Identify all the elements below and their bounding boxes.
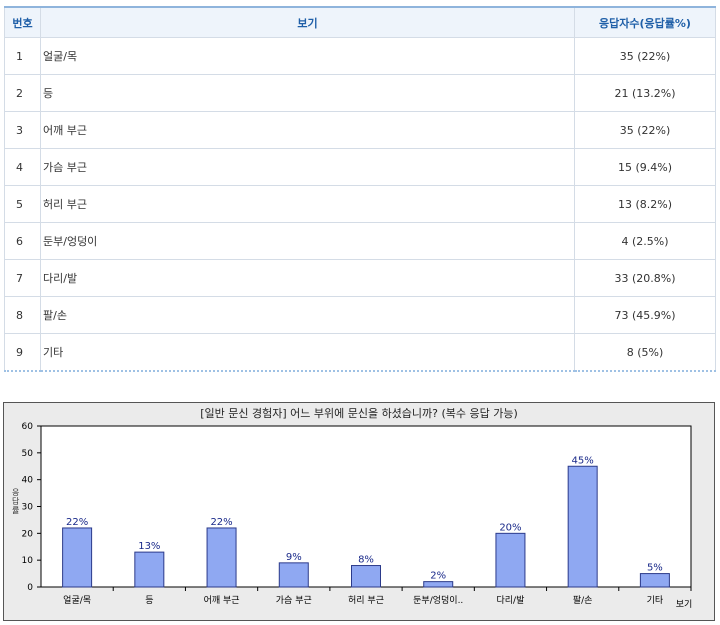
- x-tick-label: 둔부/엉덩이..: [413, 594, 463, 606]
- bar: [351, 565, 381, 588]
- data-label: 13%: [138, 541, 160, 552]
- x-tick-label: 다리/발: [497, 595, 525, 606]
- table-row: 3 어깨 부근 35 (22%): [4, 111, 716, 149]
- bar: [423, 581, 454, 588]
- table-row: 8 팔/손 73 (45.9%): [4, 296, 716, 334]
- x-tick-label: 어깨 부근: [204, 594, 240, 606]
- row-count: 15 (9.4%): [574, 148, 716, 186]
- row-count: 35 (22%): [574, 111, 716, 149]
- row-no: 3: [4, 111, 41, 149]
- row-label: 얼굴/목: [40, 37, 575, 75]
- row-no: 9: [4, 333, 41, 372]
- chart-title: [일반 문신 경험자] 어느 부위에 문신을 하셨습니까? (복수 응답 가능): [200, 406, 518, 420]
- bar: [62, 527, 93, 588]
- data-label: 8%: [358, 555, 374, 566]
- data-label: 2%: [430, 571, 446, 582]
- row-count: 35 (22%): [574, 37, 716, 75]
- header-responses: 응답자수(응답률%): [574, 6, 716, 38]
- x-tick-label: 팔/손: [573, 594, 593, 606]
- y-tick-label: 0: [27, 583, 33, 593]
- data-label: 5%: [647, 563, 663, 574]
- row-label: 팔/손: [40, 296, 575, 334]
- row-count: 8 (5%): [574, 333, 716, 372]
- row-count: 33 (20.8%): [574, 259, 716, 297]
- y-tick-label: 40: [22, 476, 34, 486]
- data-label: 20%: [499, 522, 521, 533]
- row-count: 13 (8.2%): [574, 185, 716, 223]
- response-table: 번호 보기 응답자수(응답률%) 1 얼굴/목 35 (22%) 2 등 21 …: [4, 6, 716, 372]
- table-row: 9 기타 8 (5%): [4, 333, 716, 372]
- row-no: 1: [4, 37, 41, 75]
- bar: [567, 465, 598, 588]
- row-no: 2: [4, 74, 41, 112]
- row-no: 6: [4, 222, 41, 260]
- y-tick-label: 10: [22, 556, 34, 566]
- table-row: 2 등 21 (13.2%): [4, 74, 716, 112]
- x-tick-label: 얼굴/목: [63, 595, 91, 606]
- table-header-row: 번호 보기 응답자수(응답률%): [4, 6, 716, 38]
- table-row: 4 가슴 부근 15 (9.4%): [4, 148, 716, 186]
- row-label: 기타: [40, 333, 575, 372]
- y-tick-label: 20: [22, 529, 34, 539]
- bar: [206, 527, 237, 588]
- row-label: 등: [40, 74, 575, 112]
- data-label: 9%: [286, 552, 302, 563]
- row-no: 7: [4, 259, 41, 297]
- data-label: 45%: [572, 455, 594, 466]
- header-option: 보기: [40, 6, 575, 38]
- y-tick-label: 60: [22, 422, 34, 432]
- bar: [495, 532, 526, 588]
- row-no: 5: [4, 185, 41, 223]
- bar: [134, 551, 165, 588]
- chart-panel: [일반 문신 경험자] 어느 부위에 문신을 하셨습니까? (복수 응답 가능)…: [3, 402, 715, 621]
- x-tick-label: 허리 부근: [348, 595, 384, 606]
- x-tick-label: 등: [145, 595, 153, 606]
- bar-chart: [일반 문신 경험자] 어느 부위에 문신을 하셨습니까? (복수 응답 가능)…: [12, 406, 693, 610]
- row-count: 73 (45.9%): [574, 296, 716, 334]
- row-count: 21 (13.2%): [574, 74, 716, 112]
- bar: [278, 562, 309, 588]
- x-tick-label: 기타: [647, 595, 664, 606]
- row-label: 가슴 부근: [40, 148, 575, 186]
- table-row: 5 허리 부근 13 (8.2%): [4, 185, 716, 223]
- y-tick-label: 50: [22, 449, 34, 459]
- data-label: 22%: [210, 517, 232, 528]
- row-no: 8: [4, 296, 41, 334]
- header-no: 번호: [4, 6, 41, 38]
- row-label: 허리 부근: [40, 185, 575, 223]
- bar: [639, 573, 670, 588]
- data-label: 22%: [66, 517, 88, 528]
- table-row: 6 둔부/엉덩이 4 (2.5%): [4, 222, 716, 260]
- y-tick-label: 30: [22, 503, 34, 513]
- table-row: 1 얼굴/목 35 (22%): [4, 37, 716, 75]
- x-tick-label: 가슴 부근: [276, 595, 312, 606]
- row-label: 어깨 부근: [40, 111, 575, 149]
- row-label: 다리/발: [40, 259, 575, 297]
- row-label: 둔부/엉덩이: [40, 222, 575, 260]
- x-axis-label: 보기: [676, 599, 693, 610]
- row-count: 4 (2.5%): [574, 222, 716, 260]
- row-no: 4: [4, 148, 41, 186]
- table-row: 7 다리/발 33 (20.8%): [4, 259, 716, 297]
